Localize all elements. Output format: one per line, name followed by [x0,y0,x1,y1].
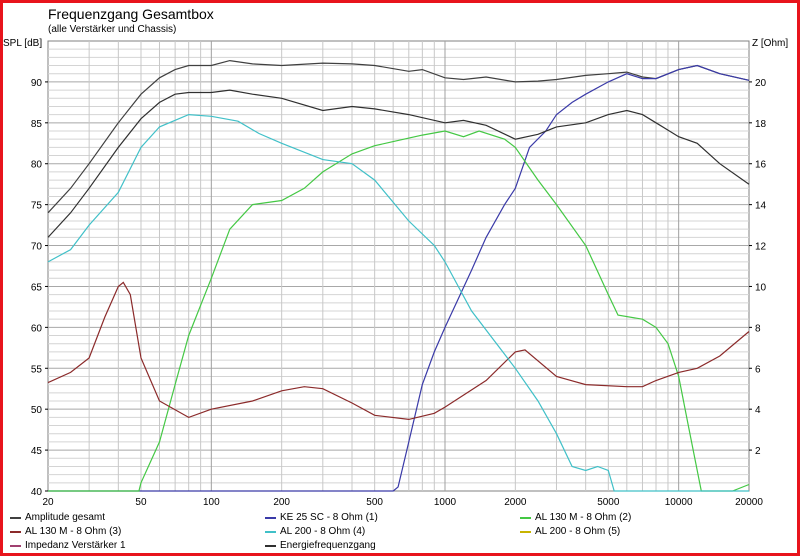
y2-tick-label: 18 [755,119,767,130]
x-tick-label: 20000 [735,497,763,508]
x-tick-label: 2000 [504,497,527,508]
x-tick-label: 200 [273,497,290,508]
x-tick-label: 5000 [597,497,620,508]
chart-subtitle: (alle Verstärker und Chassis) [48,24,177,35]
x-tick-label: 100 [203,497,220,508]
y2-tick-label: 10 [755,282,767,293]
y-tick-label: 40 [31,487,43,498]
y-tick-label: 90 [31,78,43,89]
y2-tick-label: 4 [755,405,761,416]
legend-item: AL 200 - 8 Ohm (5) [520,526,620,537]
legend-label: AL 130 M - 8 Ohm (3) [25,526,122,537]
legend-swatch [10,530,21,533]
y-tick-label: 85 [31,119,43,130]
legend-item: AL 130 M - 8 Ohm (3) [10,526,121,537]
legend-label: Energiefrequenzgang [280,540,376,551]
legend-item: Energiefrequenzgang [265,540,376,551]
legend-swatch [520,530,531,533]
legend-swatch [10,516,21,519]
legend-swatch [520,516,531,519]
legend-item: Amplitude gesamt [10,512,105,523]
series-line-7 [47,89,750,238]
legend-label: Amplitude gesamt [25,512,106,523]
y-tick-label: 50 [31,405,43,416]
legend-swatch [265,530,276,533]
legend-item: KE 25 SC - 8 Ohm (1) [265,512,378,523]
series-line-1 [48,64,750,492]
legend-label: Impedanz Verstärker 1 [25,540,126,551]
series-line-3 [47,281,750,421]
legend-swatch [265,516,276,519]
chart-title: Frequenzgang Gesamtbox [48,6,214,22]
y-tick-label: 60 [31,323,43,334]
legend-label: AL 130 M - 8 Ohm (2) [535,512,632,523]
y-tick-label: 45 [31,446,43,457]
x-tick-label: 50 [135,497,147,508]
legend-label: AL 200 - 8 Ohm (4) [280,526,366,537]
series-line-2 [48,130,750,492]
y2-tick-label: 2 [755,446,761,457]
legend-swatch [10,544,21,547]
y2-axis-label: Z [Ohm] [752,38,789,49]
y2-tick-label: 14 [755,201,767,212]
x-tick-label: 1000 [434,497,457,508]
y2-tick-label: 20 [755,78,767,89]
series-line-0 [47,59,750,214]
series-line-4 [47,113,749,492]
x-tick-label: 10000 [665,497,693,508]
y2-tick-label: 8 [755,323,761,334]
y-tick-label: 70 [31,242,43,253]
legend-item: AL 130 M - 8 Ohm (2) [520,512,631,523]
x-tick-label: 20 [42,497,54,508]
legend-item: Impedanz Verstärker 1 [10,540,126,551]
legend-label: KE 25 SC - 8 Ohm (1) [280,512,378,523]
y-tick-label: 75 [31,201,43,212]
legend-swatch [265,544,276,547]
y-tick-label: 55 [31,364,43,375]
y-tick-label: 80 [31,160,43,171]
y-tick-label: 65 [31,282,43,293]
y-axis-label: SPL [dB] [3,38,43,49]
x-tick-label: 500 [366,497,383,508]
plot-background [47,40,750,492]
legend-item: AL 200 - 8 Ohm (4) [265,526,365,537]
y2-tick-label: 6 [755,364,761,375]
y2-tick-label: 12 [755,242,767,253]
legend-label: AL 200 - 8 Ohm (5) [535,526,621,537]
y2-tick-label: 16 [755,160,767,171]
